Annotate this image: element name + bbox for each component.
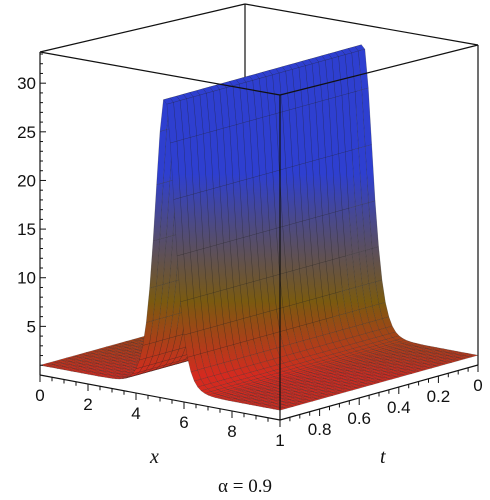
z-tick-label: 5 bbox=[27, 317, 36, 336]
x-tick-label: 8 bbox=[227, 422, 236, 441]
alpha-caption: α = 0.9 bbox=[218, 476, 272, 497]
surface-mesh bbox=[39, 44, 479, 411]
z-tick-label: 30 bbox=[17, 74, 36, 93]
t-tick-label: 0.4 bbox=[387, 398, 411, 417]
z-tick-label: 10 bbox=[17, 269, 36, 288]
t-axis-ticks: 1 0.8 0.6 0.4 0.2 0 bbox=[275, 365, 483, 450]
x-axis-label: x bbox=[149, 446, 159, 468]
z-tick-label: 20 bbox=[17, 171, 36, 190]
x-tick-label: 2 bbox=[83, 395, 92, 414]
z-axis-ticks: 5 10 15 20 25 30 bbox=[17, 53, 46, 366]
t-tick-label: 0 bbox=[473, 376, 482, 395]
z-tick-label: 25 bbox=[17, 123, 36, 142]
t-tick-label: 0.2 bbox=[427, 387, 451, 406]
t-tick-label: 0.6 bbox=[347, 409, 371, 428]
x-tick-label: 6 bbox=[179, 413, 188, 432]
x-tick-label: 0 bbox=[35, 386, 44, 405]
t-tick-label: 1 bbox=[275, 431, 284, 450]
x-tick-label: 4 bbox=[131, 404, 140, 423]
t-axis-label: t bbox=[380, 446, 386, 468]
t-tick-label: 0.8 bbox=[308, 420, 332, 439]
z-tick-label: 15 bbox=[17, 220, 36, 239]
x-axis-ticks: 0 2 4 6 8 bbox=[35, 375, 281, 441]
